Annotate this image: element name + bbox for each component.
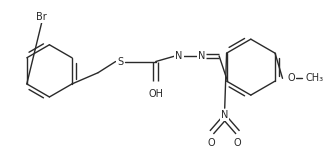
Text: O: O — [208, 138, 215, 148]
Text: OH: OH — [148, 89, 163, 99]
Text: N: N — [221, 110, 228, 120]
Text: O: O — [234, 138, 241, 148]
Text: Br: Br — [36, 12, 47, 22]
Text: CH₃: CH₃ — [305, 73, 323, 83]
Text: N: N — [198, 51, 205, 61]
Text: S: S — [117, 57, 123, 67]
Text: O: O — [287, 73, 295, 83]
Text: N: N — [175, 51, 183, 61]
